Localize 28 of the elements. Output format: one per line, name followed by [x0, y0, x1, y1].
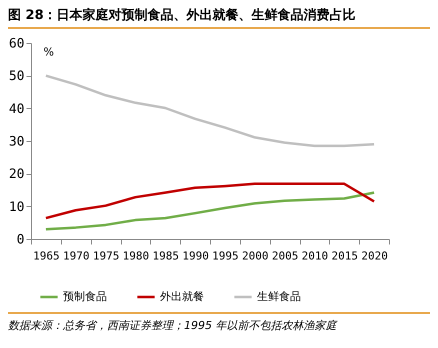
y-tick-label: 50: [8, 69, 24, 84]
x-tick-label: 1980: [122, 250, 150, 262]
y-axis-title: %: [44, 46, 54, 58]
y-tick-label: 10: [8, 200, 24, 215]
x-tick-label: 2015: [332, 250, 358, 262]
line-series: [44, 191, 376, 230]
x-tick-label: 1990: [182, 250, 209, 262]
y-tick-label: 0: [16, 232, 24, 248]
legend-label: 外出就餐: [160, 290, 204, 303]
x-tick-label: 1995: [212, 250, 239, 262]
y-tick-label: 40: [8, 102, 24, 117]
y-tick-label: 60: [8, 36, 24, 52]
x-tick-label: 2020: [361, 250, 388, 262]
x-tick-label: 1975: [92, 250, 120, 262]
source-note: 数据来源：总务省，西南证券整理；1995 年以前不包括农林渔家庭: [7, 318, 338, 333]
chart-title: 图 28：日本家庭对预制食品、外出就餐、生鲜食品消费占比: [7, 6, 357, 25]
line-series: [44, 182, 376, 220]
legend-label: 预制食品: [63, 290, 107, 303]
x-tick-label: 1970: [63, 250, 90, 262]
x-tick-label: 2010: [302, 250, 328, 262]
x-tick-label: 2000: [242, 250, 268, 262]
legend-label: 生鲜食品: [257, 290, 301, 303]
y-tick-label: 30: [8, 134, 24, 150]
x-tick-label: 2005: [272, 250, 298, 262]
y-tick-label: 20: [8, 167, 24, 182]
line-series: [44, 74, 376, 148]
x-tick-label: 1985: [152, 250, 179, 262]
x-tick-label: 1965: [33, 250, 60, 262]
